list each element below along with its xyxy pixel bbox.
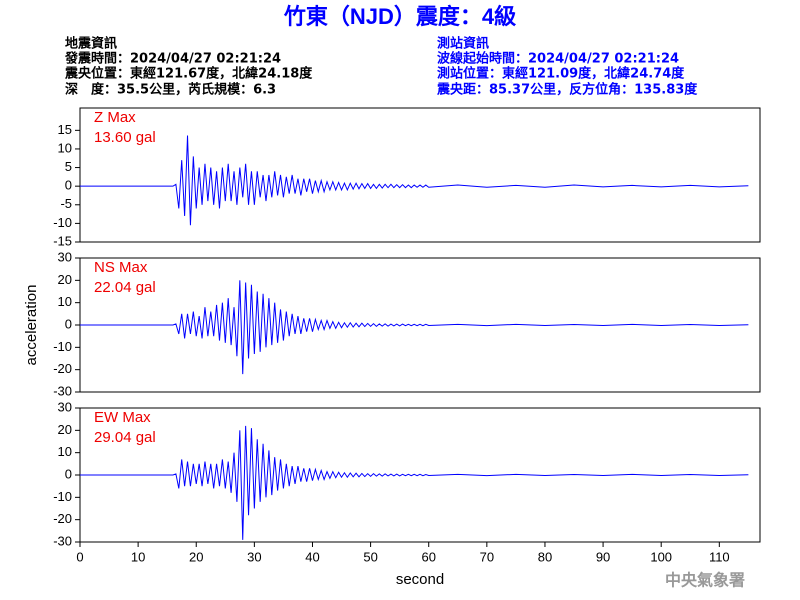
watermark: 中央氣象署: [665, 571, 745, 590]
x-tick-label: 110: [709, 549, 730, 564]
info-right: 震央距：85.37公里，反方位角：135.83度: [436, 82, 698, 98]
max-annotation: Z Max: [94, 109, 136, 126]
max-annotation: NS Max: [94, 259, 148, 276]
info-left: 地震資訊: [65, 36, 117, 52]
x-tick-label: 50: [363, 549, 377, 564]
y-tick-label: 10: [58, 294, 72, 309]
x-tick-label: 20: [189, 549, 203, 564]
y-tick-label: -10: [53, 215, 72, 230]
x-axis-label: second: [396, 571, 444, 588]
y-tick-label: 10: [58, 444, 72, 459]
x-tick-label: 0: [76, 549, 83, 564]
y-tick-label: 5: [65, 159, 72, 174]
max-annotation: 22.04 gal: [94, 279, 156, 296]
y-tick-label: 20: [58, 272, 72, 287]
info-left: 深 度：35.5公里，芮氏規模：6.3: [65, 82, 276, 98]
y-tick-label: 0: [65, 466, 72, 481]
waveform: [80, 135, 749, 226]
x-tick-label: 40: [305, 549, 319, 564]
y-tick-label: -10: [53, 489, 72, 504]
y-tick-label: 10: [58, 140, 72, 155]
y-tick-label: -30: [53, 533, 72, 548]
info-right: 波線起始時間：2024/04/27 02:21:24: [437, 51, 679, 67]
max-annotation: 13.60 gal: [94, 129, 156, 146]
y-tick-label: 0: [65, 178, 72, 193]
waveform: [80, 425, 749, 540]
y-tick-label: 0: [65, 316, 72, 331]
waveform: [80, 280, 749, 375]
y-tick-label: -20: [53, 361, 72, 376]
y-tick-label: -30: [53, 383, 72, 398]
info-left: 發震時間：2024/04/27 02:21:24: [64, 51, 281, 67]
max-annotation: 29.04 gal: [94, 429, 156, 446]
x-tick-label: 100: [650, 549, 672, 564]
info-right: 測站資訊: [437, 36, 489, 52]
x-tick-label: 80: [538, 549, 552, 564]
title: 竹東（NJD）震度：4級: [283, 4, 516, 29]
y-tick-label: -5: [60, 196, 72, 211]
max-annotation: EW Max: [94, 409, 151, 426]
y-tick-label: 15: [58, 122, 72, 137]
y-tick-label: -20: [53, 511, 72, 526]
x-tick-label: 10: [131, 549, 145, 564]
panel-frame: [79, 107, 761, 243]
y-tick-label: 20: [58, 422, 72, 437]
y-tick-label: -15: [53, 233, 72, 248]
x-tick-label: 90: [596, 549, 610, 564]
y-axis-label: acceleration: [23, 285, 40, 366]
x-tick-label: 70: [480, 549, 494, 564]
y-tick-label: -10: [53, 339, 72, 354]
info-right: 測站位置：東經121.09度，北緯24.74度: [437, 66, 685, 82]
x-tick-label: 30: [247, 549, 261, 564]
x-tick-label: 60: [421, 549, 435, 564]
info-left: 震央位置：東經121.67度，北緯24.18度: [64, 66, 313, 82]
y-tick-label: 30: [58, 249, 72, 264]
y-tick-label: 30: [58, 399, 72, 414]
